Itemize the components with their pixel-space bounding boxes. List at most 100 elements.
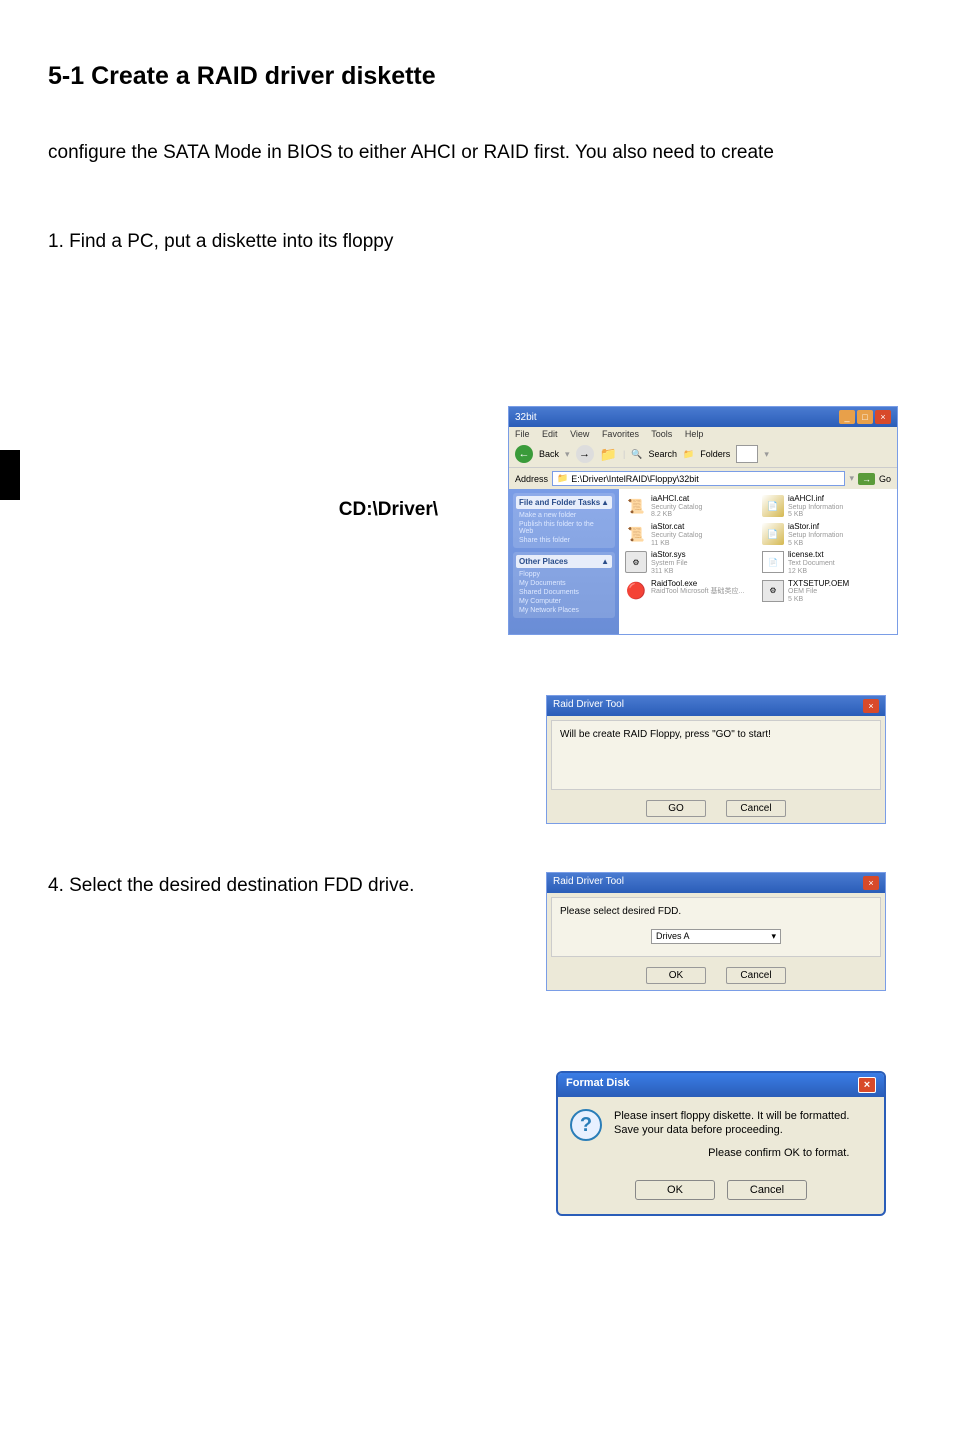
page-edge-tab <box>0 450 20 500</box>
cancel-button[interactable]: Cancel <box>726 967 786 984</box>
dropdown-value: Drives A <box>656 931 690 942</box>
file-desc: Security Catalog <box>651 532 702 540</box>
file-size: 12 KB <box>788 568 835 576</box>
cancel-button[interactable]: Cancel <box>727 1180 807 1200</box>
file-name: iaStor.cat <box>651 523 702 532</box>
file-item[interactable]: 🔴 RaidTool.exe RaidTool Microsoft 基础类应..… <box>625 580 754 604</box>
file-size: 5 KB <box>788 596 849 604</box>
format-line-3: Please confirm OK to format. <box>614 1146 849 1160</box>
file-icon: 📄 <box>762 495 784 517</box>
cancel-button[interactable]: Cancel <box>726 800 786 817</box>
sidebar-item[interactable]: Make a new folder <box>516 511 612 520</box>
file-name: iaAHCI.inf <box>788 495 843 504</box>
file-meta: iaAHCI.inf Setup Information 5 KB <box>788 495 843 519</box>
file-meta: iaStor.sys System File 311 KB <box>651 551 688 575</box>
menu-favorites[interactable]: Favorites <box>602 429 639 439</box>
file-item[interactable]: 📄 license.txt Text Document 12 KB <box>762 551 891 575</box>
file-name: iaStor.sys <box>651 551 688 560</box>
file-item[interactable]: 📄 iaStor.inf Setup Information 5 KB <box>762 523 891 547</box>
ok-button[interactable]: OK <box>635 1180 715 1200</box>
file-icon: 📜 <box>625 495 647 517</box>
raid-tool-dialog-2: Raid Driver Tool × Please select desired… <box>546 872 886 991</box>
address-label: Address <box>515 474 548 484</box>
folders-label: Folders <box>700 449 730 459</box>
close-icon[interactable]: × <box>863 876 879 890</box>
file-icon: 📜 <box>625 523 647 545</box>
file-icon: 📄 <box>762 551 784 573</box>
file-desc: Setup Information <box>788 532 843 540</box>
sidebar-item[interactable]: My Computer <box>516 597 612 606</box>
views-icon[interactable] <box>736 445 758 463</box>
explorer-window: 32bit _ □ × File Edit View Favorites Too… <box>508 406 898 635</box>
menu-tools[interactable]: Tools <box>651 429 672 439</box>
sidebar-item[interactable]: My Network Places <box>516 606 612 615</box>
back-label: Back <box>539 449 559 459</box>
explorer-toolbar: ← Back ▾ → 📁 | 🔍 Search 📁 Folders ▾ <box>509 441 897 468</box>
file-item[interactable]: ⚙ TXTSETUP.OEM OEM File 5 KB <box>762 580 891 604</box>
file-item[interactable]: 📜 iaAHCI.cat Security Catalog 8.2 KB <box>625 495 754 519</box>
page-heading: 5-1 Create a RAID driver diskette <box>48 62 906 91</box>
sidebar-item[interactable]: Publish this folder to the Web <box>516 520 612 536</box>
file-size: 5 KB <box>788 511 843 519</box>
file-item[interactable]: ⚙ iaStor.sys System File 311 KB <box>625 551 754 575</box>
format-disk-dialog: Format Disk × ? Please insert floppy dis… <box>556 1071 886 1216</box>
step-4-text: 4. Select the desired destination FDD dr… <box>48 875 414 896</box>
sidebar-item[interactable]: Floppy <box>516 570 612 579</box>
file-size: 11 KB <box>651 540 702 548</box>
file-desc: Text Document <box>788 560 835 568</box>
dialog-title-text: Raid Driver Tool <box>553 699 624 713</box>
file-desc: RaidTool Microsoft 基础类应... <box>651 588 744 596</box>
maximize-icon[interactable]: □ <box>857 410 873 424</box>
file-name: TXTSETUP.OEM <box>788 580 849 589</box>
search-icon[interactable]: 🔍 <box>631 449 642 460</box>
forward-icon[interactable]: → <box>576 445 594 463</box>
menu-edit[interactable]: Edit <box>542 429 558 439</box>
sidebar-item[interactable]: Shared Documents <box>516 588 612 597</box>
go-button[interactable]: → <box>858 473 875 485</box>
file-size: 5 KB <box>788 540 843 548</box>
step-5-row: Format Disk × ? Please insert floppy dis… <box>48 1071 906 1216</box>
file-icon: 🔴 <box>625 580 647 602</box>
file-name: iaStor.inf <box>788 523 843 532</box>
sidebar-item[interactable]: Share this folder <box>516 536 612 545</box>
chevron-down-icon: ▾ <box>771 931 776 942</box>
collapse-icon[interactable]: ▲ <box>601 557 609 566</box>
go-button[interactable]: GO <box>646 800 706 817</box>
file-meta: iaStor.inf Setup Information 5 KB <box>788 523 843 547</box>
ok-button[interactable]: OK <box>646 967 706 984</box>
explorer-sidebar: File and Folder Tasks ▲ Make a new folde… <box>509 489 619 634</box>
file-size: 8.2 KB <box>651 511 702 519</box>
back-icon[interactable]: ← <box>515 445 533 463</box>
explorer-file-pane: 📜 iaAHCI.cat Security Catalog 8.2 KB 📄 i… <box>619 489 897 634</box>
collapse-icon[interactable]: ▲ <box>601 498 609 507</box>
question-icon: ? <box>570 1109 602 1141</box>
raid-tool-dialog-1: Raid Driver Tool × Will be create RAID F… <box>546 695 886 824</box>
step-3-row: Raid Driver Tool × Will be create RAID F… <box>48 695 906 824</box>
menu-view[interactable]: View <box>570 429 589 439</box>
close-icon[interactable]: × <box>858 1077 876 1093</box>
fdd-dropdown[interactable]: Drives A ▾ <box>651 929 781 944</box>
menu-file[interactable]: File <box>515 429 530 439</box>
format-line-1: Please insert floppy diskette. It will b… <box>614 1109 849 1123</box>
file-size: 311 KB <box>651 568 688 576</box>
go-label: Go <box>879 474 891 484</box>
file-desc: System File <box>651 560 688 568</box>
folder-icon: 📁 <box>557 473 568 484</box>
file-item[interactable]: 📄 iaAHCI.inf Setup Information 5 KB <box>762 495 891 519</box>
file-meta: RaidTool.exe RaidTool Microsoft 基础类应... <box>651 580 744 596</box>
close-icon[interactable]: × <box>875 410 891 424</box>
step-1-text: 1. Find a PC, put a diskette into its fl… <box>48 228 906 257</box>
file-meta: iaStor.cat Security Catalog 11 KB <box>651 523 702 547</box>
sidebar-item[interactable]: My Documents <box>516 579 612 588</box>
address-input[interactable]: 📁 E:\Driver\IntelRAID\Floppy\32bit <box>552 471 845 486</box>
up-icon[interactable]: 📁 <box>600 446 617 463</box>
file-icon: ⚙ <box>762 580 784 602</box>
folders-icon[interactable]: 📁 <box>683 449 694 460</box>
explorer-menu: File Edit View Favorites Tools Help <box>509 427 897 441</box>
file-name: license.txt <box>788 551 835 560</box>
close-icon[interactable]: × <box>863 699 879 713</box>
file-icon: 📄 <box>762 523 784 545</box>
file-item[interactable]: 📜 iaStor.cat Security Catalog 11 KB <box>625 523 754 547</box>
minimize-icon[interactable]: _ <box>839 410 855 424</box>
menu-help[interactable]: Help <box>685 429 704 439</box>
